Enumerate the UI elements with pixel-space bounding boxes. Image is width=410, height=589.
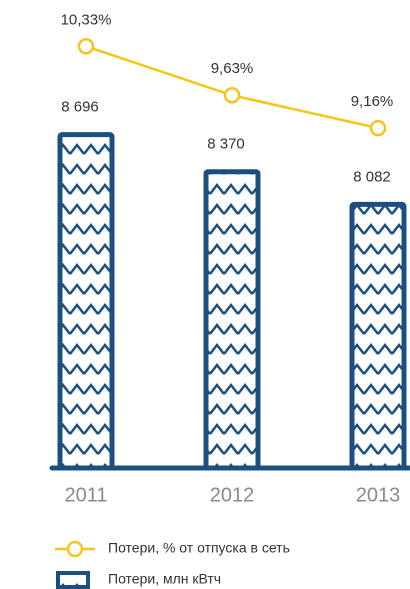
line-value-label: 9,16%: [351, 93, 394, 110]
legend-swatch: [56, 571, 90, 589]
bar: [203, 169, 261, 471]
line-value-label: 10,33%: [61, 11, 112, 28]
x-tick-label: 2012: [210, 484, 255, 506]
bar-value-label: 8 696: [61, 99, 99, 116]
line-value-label: 9,63%: [211, 60, 254, 77]
bar: [349, 201, 407, 471]
bar: [57, 132, 115, 471]
legend-label: Потери, млн кВтч: [108, 571, 221, 587]
line-point: [369, 119, 387, 137]
legend-marker: [66, 540, 84, 558]
x-tick-label: 2013: [356, 484, 401, 506]
x-tick-label: 2011: [64, 484, 107, 506]
bar-value-label: 8 082: [353, 168, 391, 185]
legend-label: Потери, % от отпуска в сеть: [108, 540, 290, 556]
bar-value-label: 8 370: [207, 136, 245, 153]
line-point: [77, 38, 95, 55]
line-point: [223, 86, 241, 104]
